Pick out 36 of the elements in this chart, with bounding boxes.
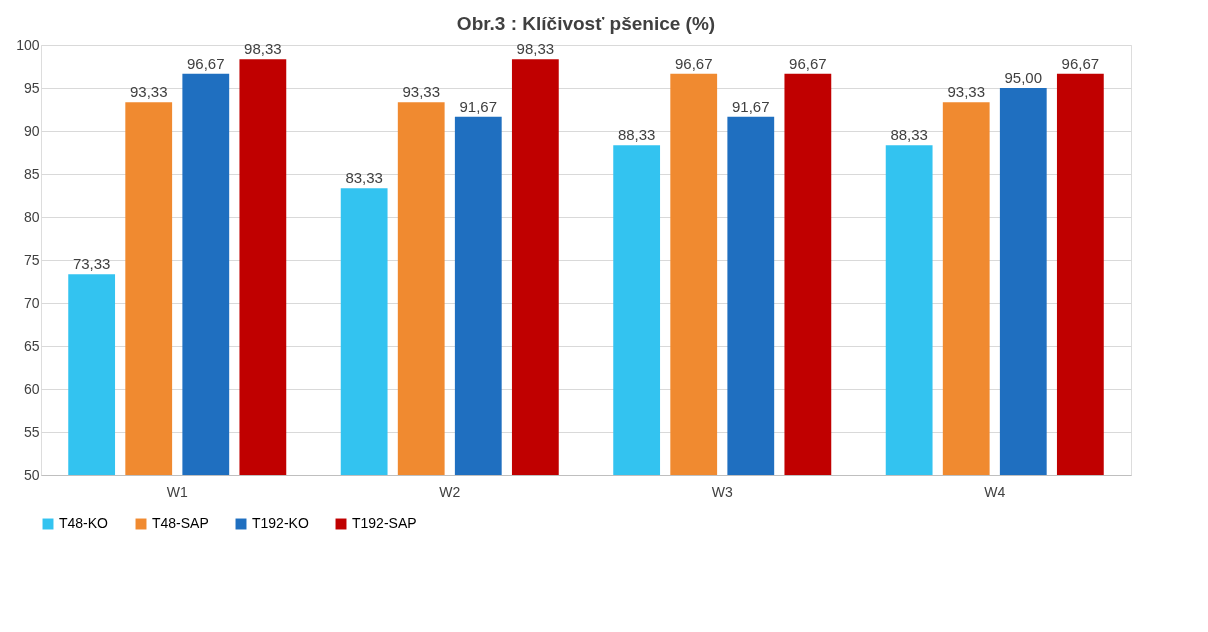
chart-title: Obr.3 : Klíčivosť pšenice (%)	[456, 13, 716, 34]
data-label: 95,00	[1004, 69, 1043, 86]
y-tick-label: 95	[23, 79, 40, 96]
data-label: 88,33	[617, 126, 656, 144]
x-tick-label: W1	[166, 483, 188, 500]
data-label: 83,33	[345, 169, 383, 187]
y-tick-label: 60	[23, 380, 40, 397]
y-tick-label: 70	[23, 294, 40, 311]
data-label: 96,67	[789, 54, 827, 72]
data-label: 93,33	[947, 83, 985, 101]
data-label: 96,67	[674, 54, 713, 72]
y-tick-label: 85	[23, 165, 40, 182]
data-label: 96,67	[1061, 54, 1100, 72]
y-tick-label: 90	[23, 122, 40, 139]
y-tick-label: 80	[23, 208, 40, 225]
data-label: 98,33	[244, 40, 282, 58]
x-tick-label: W4	[984, 483, 1006, 500]
data-label: 73,33	[72, 255, 111, 273]
data-label: 93,33	[402, 83, 440, 101]
y-tick-label: 50	[23, 466, 40, 483]
x-tick-label: W2	[439, 483, 461, 500]
y-tick-label: 55	[23, 423, 40, 440]
data-label: 96,67	[187, 54, 225, 72]
x-tick-label: W3	[711, 483, 733, 500]
y-tick-label: 100	[16, 36, 40, 53]
legend-label: T48-SAP	[152, 515, 209, 531]
y-tick-label: 75	[23, 251, 40, 268]
data-label: 88,33	[890, 126, 928, 144]
legend-label: T192-SAP	[352, 515, 417, 531]
legend-label: T192-KO	[252, 515, 309, 531]
y-tick-label: 65	[23, 337, 40, 354]
legend-label: T48-KO	[59, 515, 109, 531]
data-label: 93,33	[129, 83, 168, 101]
data-label: 91,67	[732, 97, 770, 115]
data-label: 91,67	[459, 97, 498, 115]
data-label: 98,33	[516, 40, 555, 58]
